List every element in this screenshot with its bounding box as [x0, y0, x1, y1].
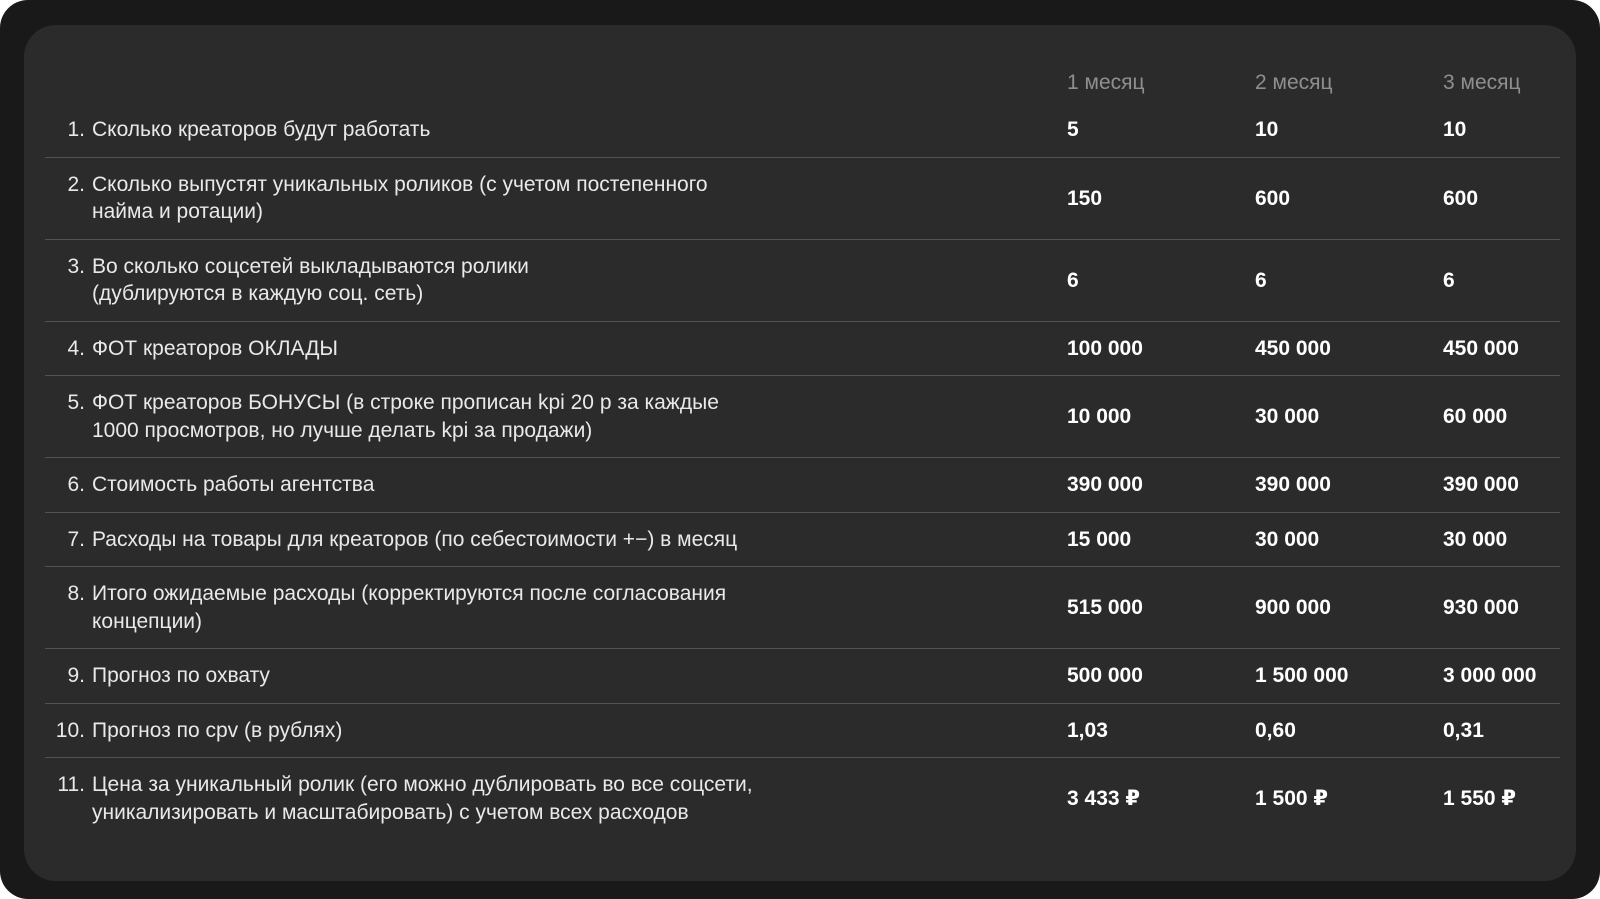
table-content: 1 месяц 2 месяц 3 месяц 1. Сколько креато… [45, 25, 1560, 839]
cell-month-2: 6 [1255, 268, 1267, 292]
cell-month-3: 6 [1443, 268, 1455, 292]
pricing-table-card: 1 месяц 2 месяц 3 месяц 1. Сколько креато… [24, 25, 1576, 881]
cell-month-3: 390 000 [1443, 473, 1519, 497]
row-label: ФОТ креаторов БОНУСЫ (в строке прописан … [92, 389, 1067, 444]
cell-month-2: 600 [1255, 186, 1291, 210]
cell-month-1: 1,03 [1067, 718, 1108, 742]
row-label-line: Сколько выпустят уникальных роликов (с у… [92, 172, 708, 196]
cell-month-1: 500 000 [1067, 664, 1143, 688]
row-number: 2. [67, 172, 85, 196]
row-label-line: Прогноз по cpv (в рублях) [92, 718, 343, 742]
cell-month-1: 3 433 ₽ [1067, 787, 1140, 810]
row-label: Итого ожидаемые расходы (корректируются … [92, 580, 1067, 635]
row-label: Прогноз по охвату [92, 662, 1067, 690]
table-row: 4. ФОТ креаторов ОКЛАДЫ 100 000 450 000 450 … [45, 320, 1560, 376]
table-rows: 1. Сколько креаторов будут работать 5 10 10 2… [45, 103, 1560, 839]
row-number: 6. [67, 473, 85, 496]
row-number: 5. [67, 391, 85, 414]
cell-month-3: 450 000 [1443, 336, 1519, 360]
cell-month-3: 30 000 [1443, 527, 1508, 551]
row-label: Стоимость работы агентства [92, 471, 1067, 499]
row-label-line: Сколько креаторов будут работать [92, 118, 431, 141]
row-number: 9. [67, 664, 85, 687]
row-number: 1. [67, 118, 85, 141]
cell-month-3: 0,31 [1443, 718, 1484, 742]
table-row: 6. Стоимость работы агентства 390 000 390 0… [45, 457, 1560, 512]
cell-month-3: 60 000 [1443, 405, 1508, 428]
table-row: 1. Сколько креаторов будут работать 5 10 10 [45, 103, 1560, 157]
row-label: Сколько креаторов будут работать [92, 116, 1067, 144]
cell-month-2: 30 000 [1255, 527, 1320, 551]
cell-month-3: 3 000 000 [1443, 664, 1537, 688]
cell-month-3: 10 [1443, 118, 1467, 142]
cell-month-1: 6 [1067, 268, 1079, 292]
cell-month-2: 390 000 [1255, 473, 1331, 497]
row-label-line: Расходы на товары для креаторов (по себе… [92, 527, 738, 551]
column-header-month-2: 2 месяц [1255, 71, 1333, 94]
row-label-line: ФОТ креаторов БОНУСЫ (в строке прописан … [92, 391, 719, 414]
table-row: 2. Сколько выпустят уникальных роликов (с… [45, 156, 1560, 239]
table-row: 7. Расходы на товары для креаторов (по се… [45, 511, 1560, 567]
cell-month-1: 515 000 [1067, 596, 1143, 619]
row-number: 4. [67, 336, 85, 360]
row-number: 7. [67, 527, 85, 551]
cell-month-2: 1 500 ₽ [1255, 787, 1328, 810]
column-header-month-3: 3 месяц [1443, 71, 1521, 94]
row-label-line: (дублируются в каждую соц. сеть) [92, 282, 424, 305]
cell-month-2: 30 000 [1255, 405, 1320, 428]
column-header-month-1: 1 месяц [1067, 71, 1145, 94]
table-row: 5. ФОТ креаторов БОНУСЫ (в строке прописа… [45, 375, 1560, 457]
row-label-line: 1000 просмотров, но лучше делать kpi за … [92, 418, 593, 442]
row-label: Сколько выпустят уникальных роликов (с у… [92, 171, 1067, 226]
table-row: 3. Во сколько соцсетей выкладываются роли… [45, 238, 1560, 321]
cell-month-1: 100 000 [1067, 336, 1143, 360]
row-label: Цена за уникальный ролик (его можно дубл… [92, 771, 1067, 826]
cell-month-3: 930 000 [1443, 596, 1519, 619]
row-label: ФОТ креаторов ОКЛАДЫ [92, 335, 1067, 363]
row-label-line: Цена за уникальный ролик (его можно дубл… [92, 773, 753, 796]
cell-month-2: 450 000 [1255, 336, 1331, 360]
row-number: 10. [55, 718, 85, 742]
row-label-line: Прогноз по охвату [92, 664, 270, 687]
cell-month-1: 150 [1067, 186, 1103, 210]
table-row: 11. Цена за уникальный ролик (его можно д… [45, 757, 1560, 839]
row-label-line: концепции) [92, 609, 203, 633]
row-label-line: уникализировать и масштабировать) с учет… [92, 800, 689, 824]
row-number: 11. [57, 773, 85, 796]
cell-month-2: 0,60 [1255, 718, 1296, 742]
row-label-line: ФОТ креаторов ОКЛАДЫ [92, 336, 339, 360]
table-row: 10. Прогноз по cpv (в рублях) 1,03 0,60 0,31 [45, 702, 1560, 758]
row-label: Прогноз по cpv (в рублях) [92, 717, 1067, 745]
table-row: 9. Прогноз по охвату 500 000 1 500 000 3 000… [45, 648, 1560, 703]
row-label-line: Стоимость работы агентства [92, 473, 375, 496]
cell-month-2: 10 [1255, 118, 1279, 142]
cell-month-2: 900 000 [1255, 596, 1331, 619]
table-header-row: 1 месяц 2 месяц 3 месяц [45, 25, 1560, 103]
row-number: 3. [67, 254, 85, 278]
row-number: 8. [67, 582, 85, 605]
cell-month-1: 10 000 [1067, 405, 1132, 428]
cell-month-1: 5 [1067, 118, 1079, 142]
row-label: Во сколько соцсетей выкладываются ролики… [92, 253, 1067, 308]
cell-month-2: 1 500 000 [1255, 664, 1349, 688]
cell-month-1: 390 000 [1067, 473, 1143, 497]
row-label-line: найма и ротации) [92, 200, 263, 223]
cell-month-3: 1 550 ₽ [1443, 787, 1516, 810]
row-label: Расходы на товары для креаторов (по себе… [92, 526, 1067, 554]
cell-month-1: 15 000 [1067, 527, 1132, 551]
cell-month-3: 600 [1443, 186, 1479, 210]
row-label-line: Итого ожидаемые расходы (корректируются … [92, 582, 727, 605]
table-row: 8. Итого ожидаемые расходы (корректируютс… [45, 566, 1560, 648]
row-label-line: Во сколько соцсетей выкладываются ролики [92, 254, 529, 278]
